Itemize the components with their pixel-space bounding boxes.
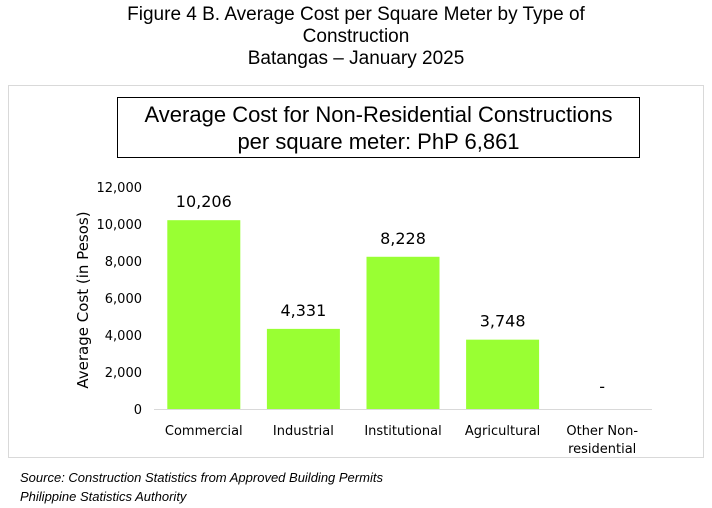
x-tick-label: residential — [568, 442, 636, 457]
figure-title-line-3: Batangas – January 2025 — [247, 48, 465, 69]
x-tick-label: Commercial — [165, 424, 243, 439]
callout-line-2: per square meter: PhP 6,861 — [237, 129, 520, 154]
x-tick-label: Industrial — [273, 424, 334, 439]
x-tick-label: Institutional — [364, 424, 441, 439]
figure-title: Figure 4 B. Average Cost per Square Mete… — [0, 4, 712, 70]
bar — [466, 339, 540, 409]
data-label: 10,206 — [176, 192, 232, 211]
callout-line-1: Average Cost for Non-Residential Constru… — [144, 102, 613, 127]
y-axis: 0 2,000 4,000 6,000 8,000 10,000 12,000 — [97, 181, 143, 418]
data-label: 4,331 — [280, 301, 326, 320]
y-axis-title: Average Cost (in Pesos) — [74, 211, 92, 388]
y-tick-label: 0 — [134, 403, 142, 418]
source-line-2: Philippine Statistics Authority — [20, 489, 187, 504]
y-tick-label: 12,000 — [97, 181, 143, 196]
bars — [167, 220, 540, 409]
source-note: Source: Construction Statistics from App… — [20, 468, 383, 506]
bar — [167, 220, 241, 409]
y-tick-label: 8,000 — [105, 255, 142, 270]
y-tick-label: 2,000 — [105, 366, 142, 381]
bar — [266, 328, 340, 409]
x-tick-label: Agricultural — [465, 424, 540, 439]
x-tick-label: Other Non- — [566, 424, 638, 439]
data-label: 8,228 — [380, 229, 426, 248]
y-tick-label: 6,000 — [105, 292, 142, 307]
x-axis: Commercial Industrial Institutional Agricul… — [154, 409, 652, 457]
figure-title-line-2: Construction — [302, 26, 410, 47]
y-tick-label: 4,000 — [105, 329, 142, 344]
figure-title-line-1: Figure 4 B. Average Cost per Square Mete… — [127, 4, 585, 25]
bar — [366, 256, 440, 409]
y-tick-label: 10,000 — [97, 218, 143, 233]
average-cost-callout: Average Cost for Non-Residential Constru… — [117, 97, 640, 158]
data-labels: 10,206 4,331 8,228 3,748 - — [176, 192, 605, 396]
data-label: 3,748 — [480, 312, 526, 331]
data-label: - — [599, 377, 605, 396]
source-line-1: Source: Construction Statistics from App… — [20, 470, 383, 485]
chart-area-border — [8, 85, 704, 458]
